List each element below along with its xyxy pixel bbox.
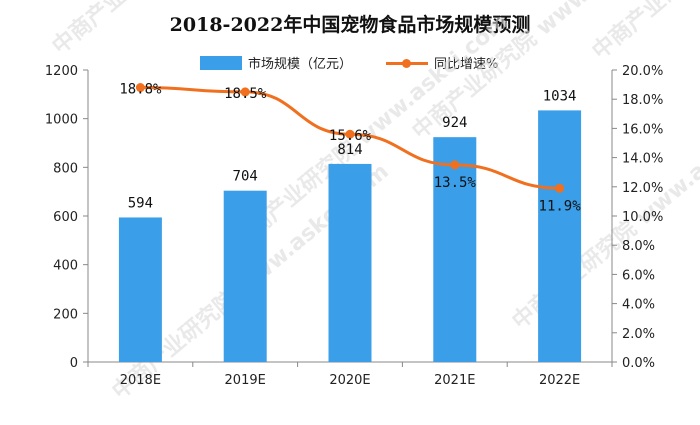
growth-value-label: 13.5% bbox=[434, 175, 477, 191]
y-right-tick-label: 12.0% bbox=[622, 181, 663, 196]
bar-value-label: 814 bbox=[337, 142, 362, 158]
bar-value-label: 704 bbox=[233, 169, 258, 185]
y-left-tick-label: 1200 bbox=[45, 64, 78, 79]
growth-point bbox=[135, 83, 145, 93]
growth-value-label: 18.8% bbox=[119, 82, 162, 98]
x-tick-label: 2020E bbox=[329, 373, 370, 388]
x-tick-label: 2022E bbox=[539, 373, 580, 388]
y-right-tick-label: 6.0% bbox=[622, 268, 655, 283]
bar bbox=[538, 110, 582, 362]
watermark-text: 中商产业研究院 www.askci.com bbox=[587, 0, 700, 65]
legend-item-line: 同比增速% bbox=[386, 53, 498, 72]
growth-point bbox=[555, 183, 565, 193]
y-left-tick-label: 1000 bbox=[45, 113, 78, 128]
bar-value-label: 924 bbox=[442, 115, 467, 131]
y-right-tick-label: 10.0% bbox=[622, 210, 663, 225]
legend-item-bar: 市场规模（亿元） bbox=[200, 53, 352, 72]
chart-title: 2018-2022年中国宠物食品市场规模预测 bbox=[169, 14, 531, 36]
y-right-tick-label: 0.0% bbox=[622, 356, 655, 371]
y-right-tick-label: 14.0% bbox=[622, 152, 663, 167]
x-tick-label: 2019E bbox=[225, 373, 266, 388]
line-layer bbox=[135, 83, 565, 193]
y-left-tick-label: 800 bbox=[53, 161, 78, 176]
bar bbox=[223, 190, 267, 362]
legend-swatch-line bbox=[386, 56, 429, 70]
growth-value-label: 18.5% bbox=[224, 86, 267, 102]
legend-label-line: 同比增速% bbox=[434, 57, 499, 72]
growth-point bbox=[240, 87, 250, 97]
bar-value-label: 594 bbox=[128, 195, 153, 211]
legend-label-bar: 市场规模（亿元） bbox=[248, 57, 353, 72]
watermark-text: 中商产业研究院 www.askci.com bbox=[47, 0, 334, 60]
bar bbox=[118, 217, 162, 362]
x-tick-label: 2021E bbox=[434, 373, 475, 388]
y-right-tick-label: 8.0% bbox=[622, 239, 655, 254]
growth-value-label: 11.9% bbox=[539, 198, 582, 214]
growth-value-label: 15.6% bbox=[329, 128, 372, 144]
y-right-tick-label: 4.0% bbox=[622, 298, 655, 313]
y-right-tick-label: 2.0% bbox=[622, 327, 655, 342]
bar-value-label: 1034 bbox=[543, 88, 577, 104]
chart-legend: 市场规模（亿元） 同比增速% bbox=[200, 53, 532, 72]
y-right-tick-label: 20.0% bbox=[622, 64, 663, 79]
bar bbox=[328, 163, 372, 362]
y-right-tick-label: 16.0% bbox=[622, 122, 663, 137]
label-layer: 594 704 814 924 1034 18.8% 18.5% 15.6% 13.5% 11.9… bbox=[119, 82, 581, 215]
growth-point bbox=[345, 129, 355, 139]
y-left-tick-label: 200 bbox=[53, 307, 78, 322]
x-tick-label: 2018E bbox=[120, 373, 161, 388]
bar-layer bbox=[118, 110, 582, 362]
y-left-tick-label: 400 bbox=[53, 259, 78, 274]
legend-swatch-bar bbox=[200, 55, 242, 70]
y-left-tick-label: 600 bbox=[53, 210, 78, 225]
watermark-text: 中商产业研究院 www.askci.com bbox=[507, 88, 700, 334]
bar bbox=[433, 137, 477, 362]
growth-point bbox=[450, 160, 460, 170]
y-left-tick-label: 0 bbox=[70, 356, 78, 371]
axis-layer: 0 200 400 600 800 1000 1200 0.0% 2.0% 4.0% 6.0% 8.0… bbox=[45, 64, 663, 388]
y-right-tick-label: 18.0% bbox=[622, 93, 663, 108]
